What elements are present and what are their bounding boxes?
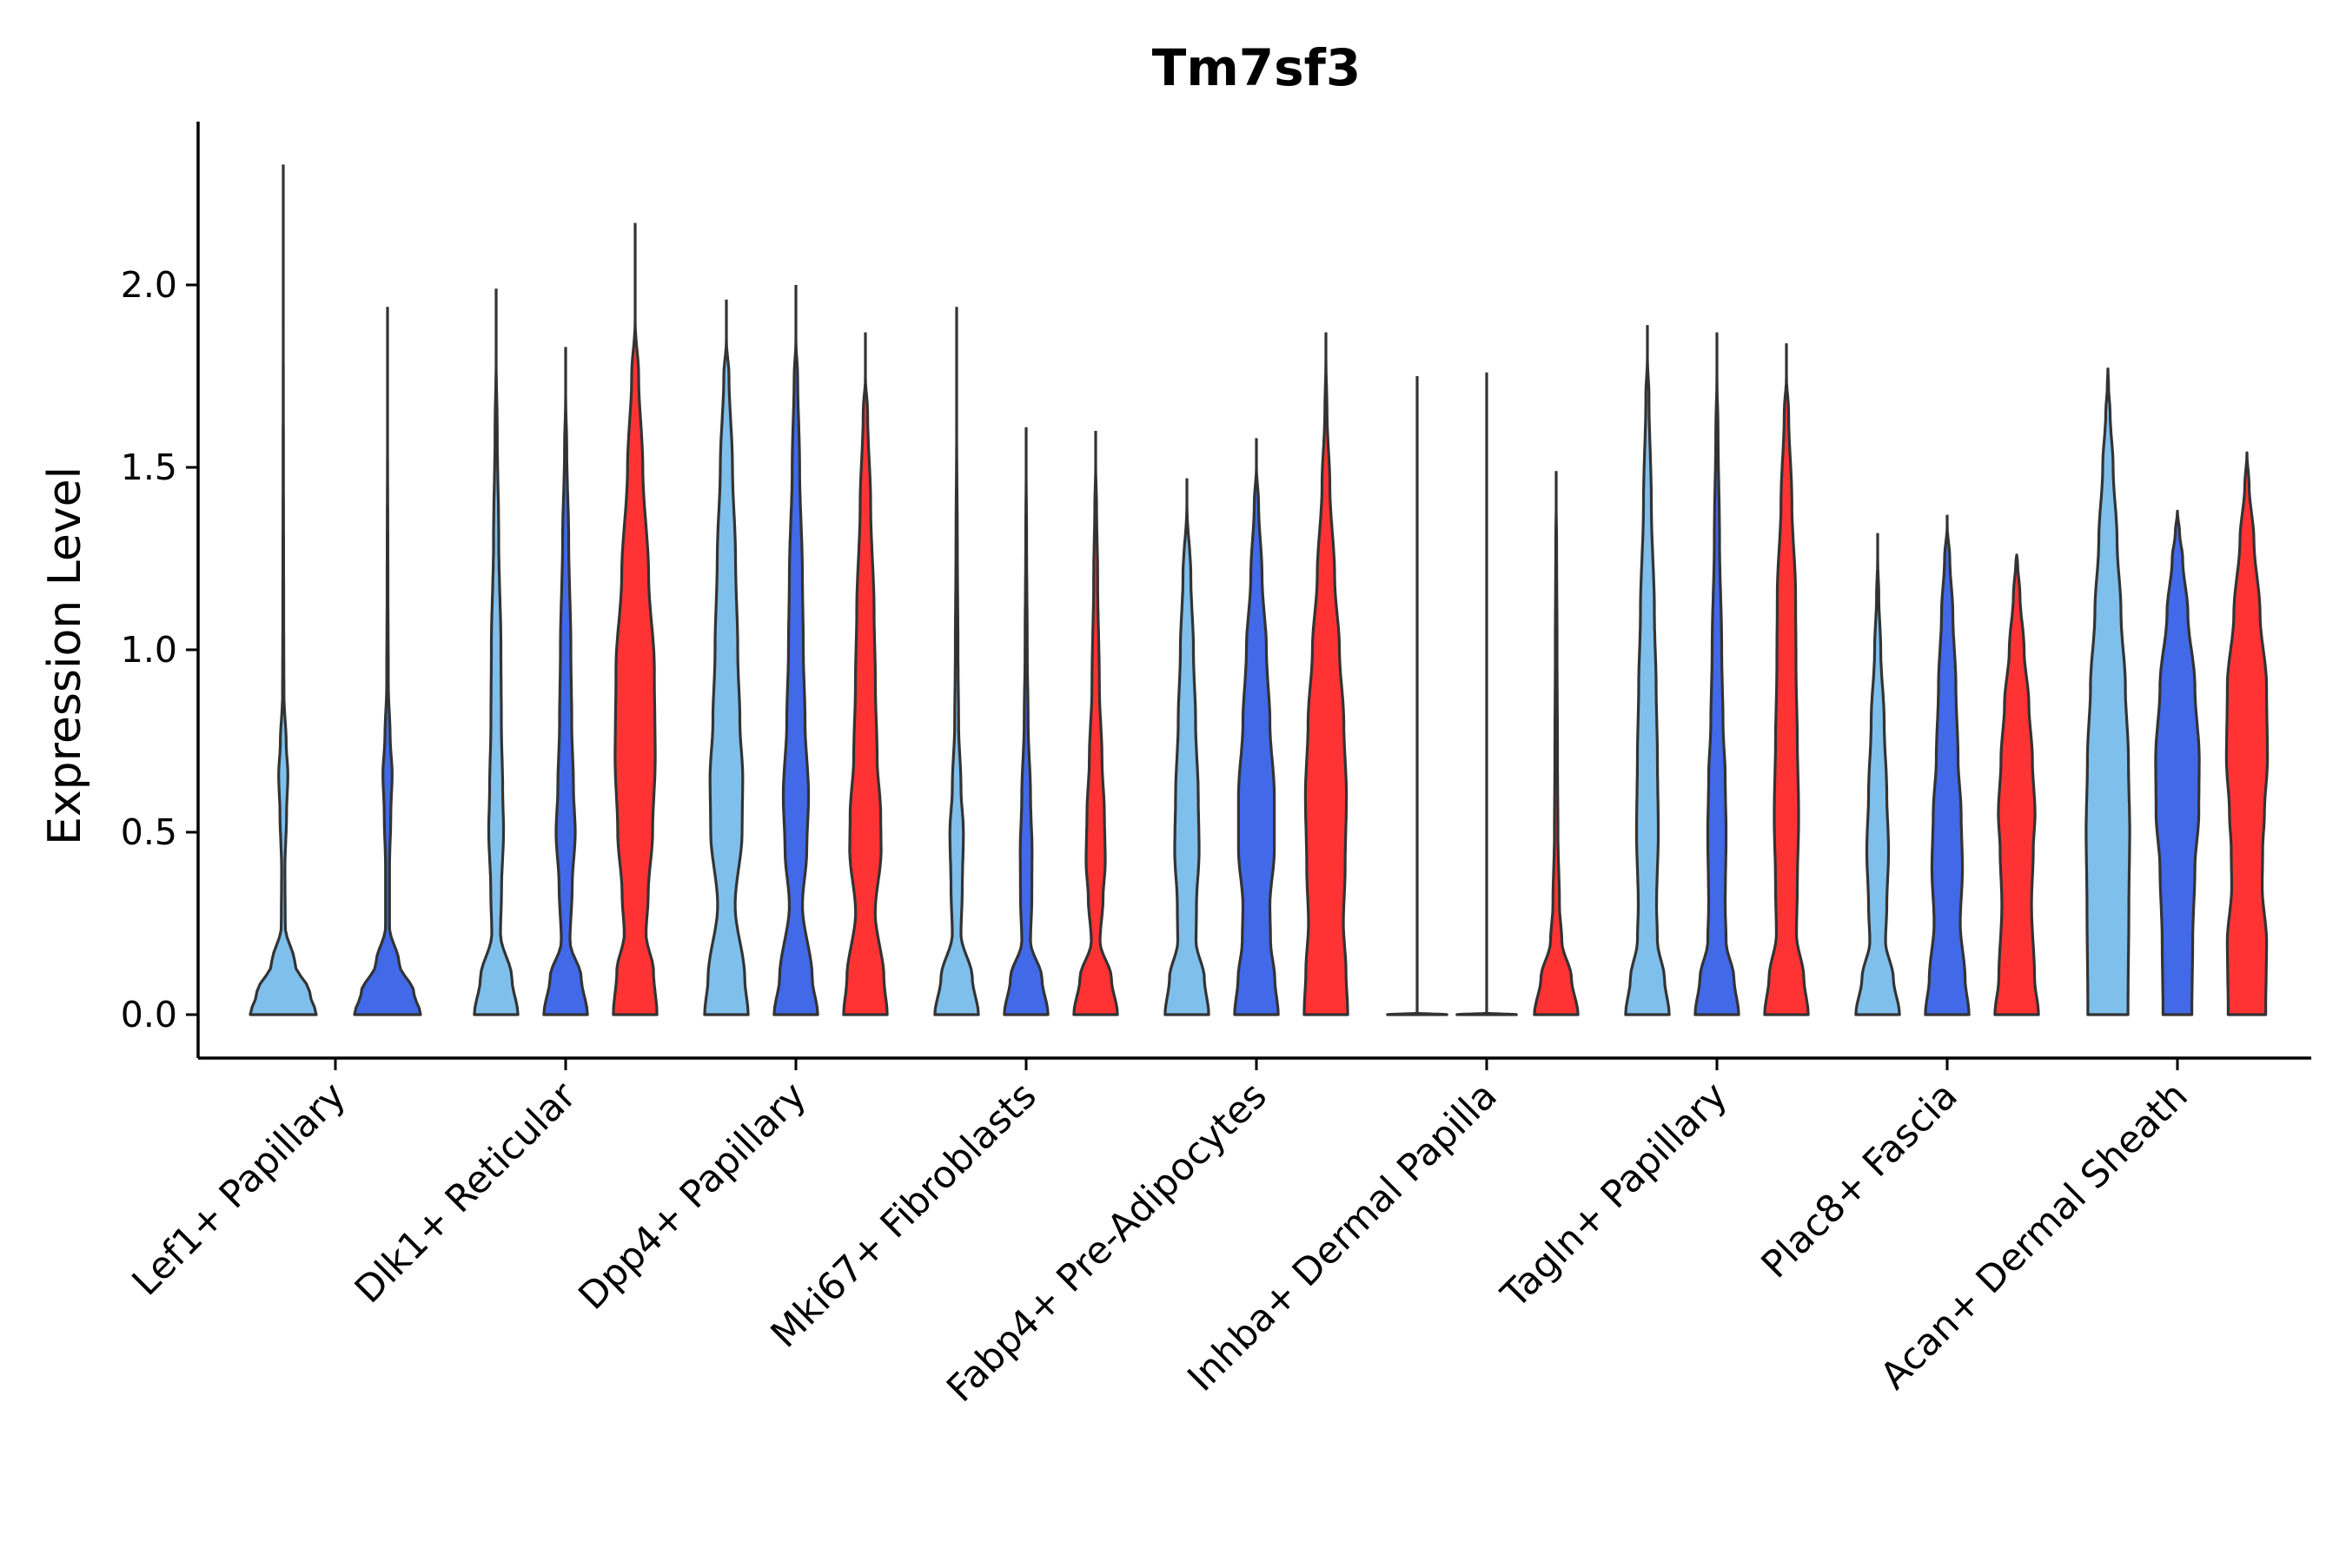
violin-inhba-dermal-papilla-series-1 (1455, 1011, 1518, 1016)
violin-tagln-papillary-series-1 (1693, 374, 1740, 1016)
violin-lef1-papillary-series-0 (249, 320, 318, 1016)
violin-lef1-papillary-series-1 (353, 429, 422, 1016)
violin-plac8-fascia-series-1 (1924, 524, 1971, 1016)
violin-inhba-dermal-papilla-series-0 (1386, 1011, 1448, 1016)
violin-mki67-fibroblasts-series-2 (1072, 466, 1119, 1016)
x-tick-label-tagln-papillary: Tagln+ Papillary (1493, 1074, 1736, 1317)
violin-acan-dermal-sheath-series-0 (2084, 367, 2131, 1016)
category-group-acan-dermal-sheath (2084, 367, 2270, 1016)
violin-plac8-fascia-series-0 (1854, 557, 1901, 1016)
violin-dlk1-reticular-series-0 (473, 356, 520, 1016)
violin-tagln-papillary-series-0 (1624, 356, 1671, 1016)
category-group-tagln-papillary (1624, 325, 1810, 1016)
y-tick-label-0: 0.0 (121, 994, 177, 1035)
violin-inhba-dermal-papilla-series-2 (1533, 502, 1580, 1016)
category-group-mki67-fibroblasts (933, 307, 1119, 1016)
violin-fabp4-pre-adipocytes-series-0 (1163, 502, 1210, 1016)
violin-dlk1-reticular-series-2 (612, 320, 659, 1016)
violin-mki67-fibroblasts-series-1 (1003, 466, 1050, 1016)
x-tick-label-plac8-fascia: Plac8+ Fascia (1753, 1074, 1966, 1287)
violin-acan-dermal-sheath-series-2 (2224, 451, 2270, 1016)
y-tick-label-2: 1.0 (121, 629, 177, 671)
violin-dlk1-reticular-series-1 (542, 393, 589, 1016)
violin-mki67-fibroblasts-series-0 (933, 429, 980, 1016)
chart-title: Tm7sf3 (1152, 38, 1361, 97)
y-tick-label-4: 2.0 (121, 264, 177, 306)
violin-fabp4-pre-adipocytes-series-1 (1233, 466, 1280, 1016)
violin-acan-dermal-sheath-series-1 (2154, 509, 2201, 1016)
violin-dpp4-papillary-series-1 (772, 338, 819, 1016)
violin-layer (249, 164, 2270, 1016)
category-group-plac8-fascia (1854, 514, 2040, 1016)
category-group-inhba-dermal-papilla (1386, 372, 1580, 1016)
violin-dpp4-papillary-series-0 (703, 338, 750, 1016)
category-group-dlk1-reticular (473, 222, 659, 1016)
violin-tagln-papillary-series-2 (1763, 374, 1810, 1016)
x-tick-label-mki67-fibroblasts: Mki67+ Fibroblasts (763, 1074, 1045, 1356)
y-axis-label: Expression Level (39, 466, 91, 845)
x-tick-label-dlk1-reticular: Dlk1+ Reticular (347, 1074, 585, 1312)
category-group-dpp4-papillary (703, 285, 889, 1016)
x-tick-label-lef1-papillary: Lef1+ Papillary (124, 1074, 355, 1304)
x-tick-label-dpp4-papillary: Dpp4+ Papillary (571, 1074, 815, 1318)
violin-dpp4-papillary-series-2 (842, 374, 889, 1016)
category-group-lef1-papillary (249, 164, 422, 1016)
violin-plac8-fascia-series-2 (1993, 553, 2040, 1016)
violin-fabp4-pre-adipocytes-series-2 (1302, 356, 1349, 1016)
y-tick-label-1: 0.5 (121, 811, 177, 853)
category-group-fabp4-pre-adipocytes (1163, 332, 1349, 1016)
y-tick-label-3: 1.5 (121, 447, 177, 488)
